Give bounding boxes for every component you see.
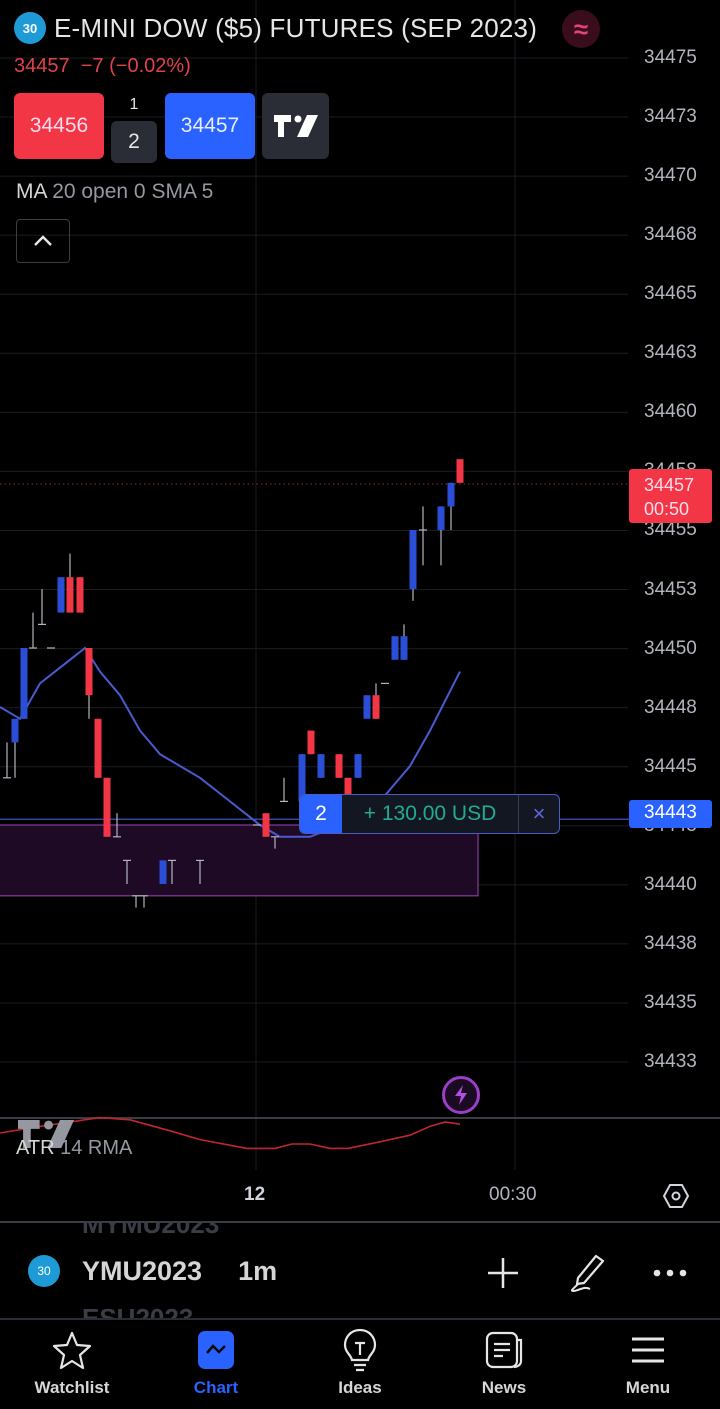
- price-axis-label: 34440: [644, 873, 697, 895]
- next-symbol[interactable]: ESU2023: [82, 1303, 194, 1320]
- bottom-navigation: Watchlist Chart Ideas News Menu: [0, 1322, 720, 1409]
- nav-label: Menu: [625, 1378, 671, 1397]
- collapse-legend-button[interactable]: [16, 219, 70, 263]
- more-options-button[interactable]: [648, 1251, 692, 1295]
- last-price-change: 34457 −7 (−0.02%): [14, 55, 191, 78]
- sell-button[interactable]: 34456: [14, 93, 104, 159]
- atr-indicator-legend[interactable]: ATR 14 RMA: [16, 1137, 132, 1160]
- pencil-icon: [570, 1254, 605, 1293]
- nav-label: Ideas: [338, 1378, 382, 1397]
- price-axis-label: 34473: [644, 106, 697, 128]
- position-widget[interactable]: 2 + 130.00 USD ×: [299, 794, 560, 834]
- price-axis-label: 34455: [644, 519, 697, 541]
- star-icon: [52, 1331, 92, 1370]
- nav-label: News: [481, 1378, 527, 1397]
- atr-params: 14 RMA: [60, 1137, 133, 1159]
- price-change: −7 (−0.02%): [80, 55, 191, 77]
- price-axis-label: 34448: [644, 696, 697, 718]
- position-pnl[interactable]: + 130.00 USD: [342, 795, 519, 833]
- ma-name: MA: [16, 180, 47, 203]
- nav-menu[interactable]: Menu: [576, 1322, 720, 1409]
- news-icon: [485, 1331, 523, 1369]
- symbol-badge: 30: [28, 1255, 60, 1287]
- price-axis-label: 34450: [644, 637, 697, 659]
- price-axis-label: 34438: [644, 932, 697, 954]
- tradingview-logo-icon: [273, 115, 318, 137]
- atr-name: ATR: [16, 1137, 55, 1159]
- price-chart[interactable]: [0, 0, 720, 1220]
- price-axis-label: 34475: [644, 47, 697, 68]
- close-position-icon[interactable]: ×: [532, 801, 546, 826]
- price-axis-label: 34470: [644, 165, 697, 187]
- settings-hexagon-icon: [662, 1184, 690, 1208]
- symbol-bar: MYMU2023 30 YMU2023 1m ESU2023: [0, 1221, 720, 1320]
- nav-label: Watchlist: [34, 1378, 110, 1397]
- price-axis-label: 34445: [644, 755, 697, 777]
- lightbulb-icon: [343, 1328, 377, 1372]
- last-price-tag-value: 34457: [644, 475, 695, 495]
- chart-header: 30 E-MINI DOW ($5) FUTURES (SEP 2023): [14, 12, 537, 44]
- last-price: 34457: [14, 55, 70, 77]
- instrument-title[interactable]: E-MINI DOW ($5) FUTURES (SEP 2023): [54, 12, 538, 43]
- quick-trade-button[interactable]: [442, 1076, 480, 1114]
- bar-countdown: 00:50: [644, 499, 690, 519]
- buy-button[interactable]: 34457: [165, 93, 255, 159]
- price-axis-label: 34468: [644, 224, 697, 246]
- chart-settings-button[interactable]: [660, 1180, 692, 1212]
- drawing-tools-button[interactable]: [566, 1251, 610, 1295]
- symbol-logo-badge: 30: [14, 12, 46, 44]
- tradingview-logo-button[interactable]: [262, 93, 329, 159]
- price-axis-label: 34435: [644, 991, 697, 1013]
- price-axis-label: 34453: [644, 578, 697, 600]
- symbol-name-button[interactable]: YMU2023: [82, 1255, 203, 1286]
- nav-label: Chart: [193, 1378, 239, 1397]
- nav-watchlist[interactable]: Watchlist: [0, 1322, 144, 1409]
- last-price-tag: 34457 00:50: [629, 469, 712, 523]
- price-axis-label: 34460: [644, 401, 697, 423]
- menu-icon: [632, 1337, 664, 1363]
- position-quantity[interactable]: 2: [300, 795, 342, 833]
- nav-ideas[interactable]: Ideas: [288, 1322, 432, 1409]
- ma-params: 20 open 0 SMA 5: [52, 180, 214, 203]
- plus-icon: [488, 1258, 518, 1288]
- spread-value: 1: [129, 96, 139, 113]
- price-axis-label: 34433: [644, 1051, 697, 1073]
- time-axis-label: 00:30: [489, 1184, 537, 1205]
- quantity-button[interactable]: 2: [111, 121, 157, 163]
- ma-indicator-legend[interactable]: MA 20 open 0 SMA 5: [16, 180, 213, 204]
- lightning-icon: [455, 1085, 467, 1105]
- price-axis-label: 34465: [644, 283, 697, 305]
- price-axis-label: 34463: [644, 342, 697, 364]
- add-button[interactable]: [481, 1251, 525, 1295]
- market-status-icon[interactable]: ≈: [562, 10, 600, 48]
- tradingview-watermark-icon: [18, 1120, 74, 1153]
- more-dots-icon: [653, 1269, 687, 1277]
- interval-button[interactable]: 1m: [238, 1255, 278, 1286]
- chart-icon: [198, 1331, 234, 1369]
- prev-symbol[interactable]: MYMU2023: [82, 1221, 220, 1239]
- time-axis-label: 12: [244, 1184, 266, 1205]
- position-price-tag: 34443: [629, 800, 712, 828]
- chevron-up-icon: [34, 235, 52, 246]
- nav-news[interactable]: News: [432, 1322, 576, 1409]
- nav-chart[interactable]: Chart: [144, 1322, 288, 1409]
